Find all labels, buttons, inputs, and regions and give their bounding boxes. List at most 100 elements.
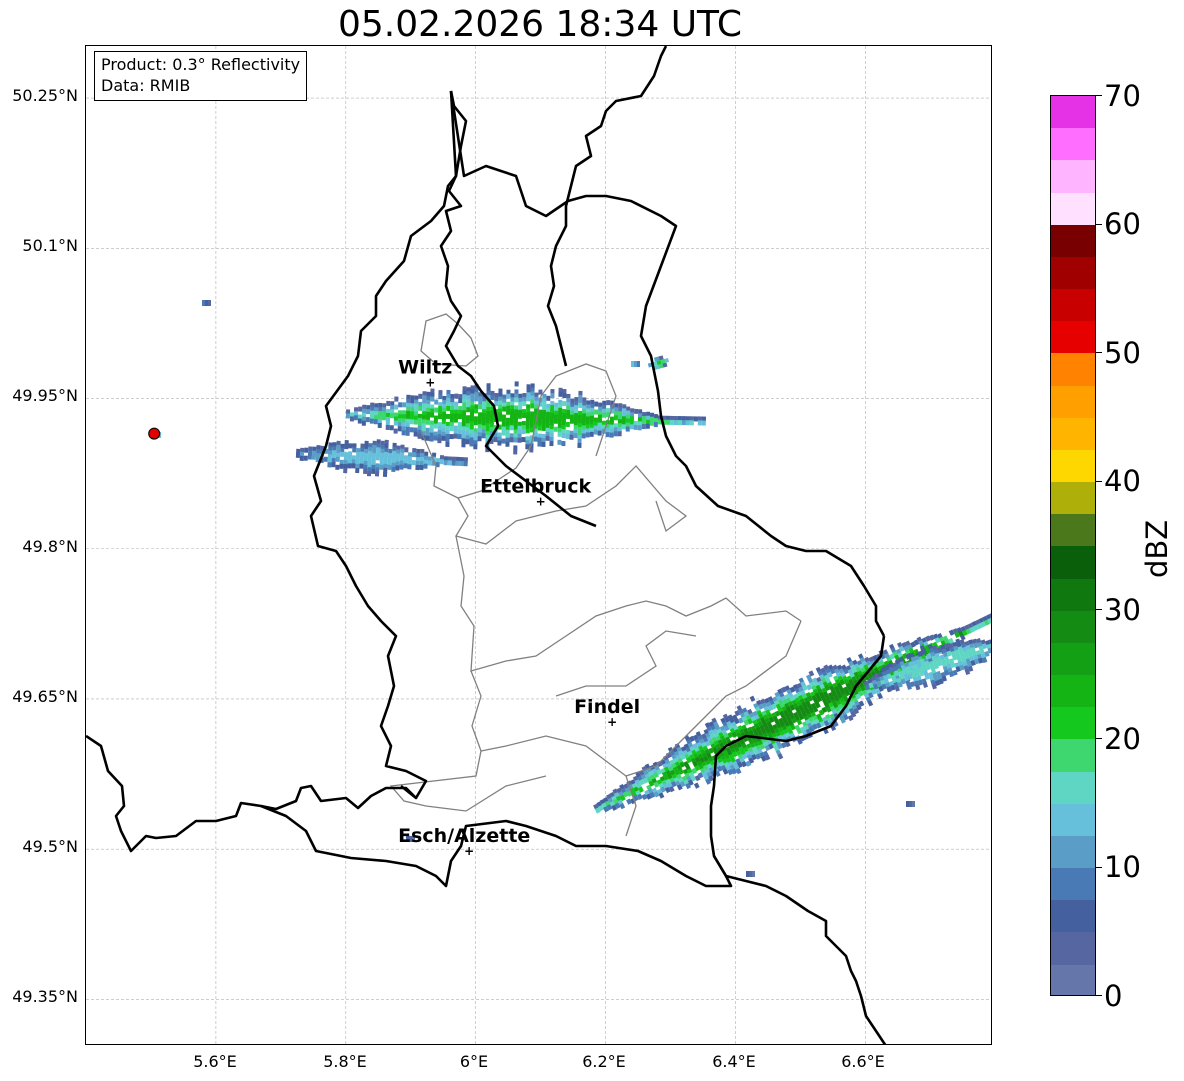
echo-cell <box>494 393 499 399</box>
echo-cell <box>299 455 304 461</box>
echo-cell <box>669 415 674 421</box>
echo-cell <box>934 637 941 644</box>
echo-cell <box>376 447 381 453</box>
echo-cell <box>328 442 333 448</box>
echo-cell <box>401 414 406 420</box>
echo-cell <box>909 801 912 804</box>
echo-cell <box>415 460 420 467</box>
echo-cell <box>526 392 531 398</box>
colorbar-segment <box>1051 385 1095 418</box>
echo-cell <box>311 454 316 460</box>
echo-cell <box>355 463 360 470</box>
echo-cell <box>380 444 385 450</box>
echo-cell <box>346 409 351 415</box>
echo-cell <box>370 410 375 416</box>
echo-cell <box>426 411 431 417</box>
echo-cell <box>469 429 474 435</box>
echo-cell <box>489 426 494 432</box>
echo-cell <box>751 754 757 761</box>
echo-cell <box>549 421 554 427</box>
echo-cell <box>965 628 972 635</box>
echo-cell <box>622 408 627 414</box>
echo-cell <box>473 436 478 442</box>
echo-cell <box>541 441 546 447</box>
echo-cell <box>541 421 546 427</box>
echo-cell <box>366 405 371 411</box>
echo-cell <box>498 408 503 414</box>
echo-cell <box>853 707 860 715</box>
echo-cell <box>446 389 451 395</box>
echo-cell <box>469 437 474 443</box>
echo-cell <box>433 415 438 421</box>
echo-cell <box>505 425 510 431</box>
lat-tick-49-65: 49.65°N <box>12 687 78 706</box>
echo-cell <box>714 770 721 778</box>
echo-cell <box>518 401 523 407</box>
echo-cell <box>541 417 546 423</box>
echo-cell <box>396 449 401 455</box>
echo-cell <box>419 464 424 471</box>
echo-cell <box>457 426 462 432</box>
echo-cell <box>590 399 595 405</box>
echo-cell <box>757 703 764 710</box>
echo-cell <box>509 417 514 423</box>
echo-cell <box>844 689 851 697</box>
echo-cell <box>881 683 887 690</box>
echo-cell <box>372 448 377 454</box>
echo-cell <box>905 653 911 660</box>
echo-cell <box>477 416 482 422</box>
colorbar-label: dBZ <box>1140 519 1174 578</box>
echo-cell <box>521 424 526 431</box>
echo-cell <box>689 420 694 426</box>
echo-cell <box>402 402 407 408</box>
echo-cell <box>378 406 383 412</box>
echo-cell <box>406 394 411 400</box>
echo-cell <box>574 400 579 407</box>
echo-cell <box>312 446 317 452</box>
echo-cell <box>485 419 490 425</box>
echo-cell <box>913 639 920 646</box>
echo-cell <box>565 433 570 439</box>
echo-cell <box>530 383 535 389</box>
cb-tick-10: 10 <box>1104 850 1141 884</box>
echo-cell <box>908 661 914 668</box>
echo-cell <box>486 383 491 389</box>
echo-cell <box>562 401 567 407</box>
echo-cell <box>343 452 349 458</box>
echo-cell <box>656 768 662 776</box>
echo-cell <box>393 412 398 418</box>
echo-cell <box>525 420 530 426</box>
echo-cell <box>970 660 976 666</box>
echo-cell <box>430 412 435 418</box>
echo-cell <box>585 416 590 422</box>
echo-cell <box>557 423 562 429</box>
echo-cell <box>561 425 566 431</box>
echo-cell <box>948 637 955 645</box>
colorbar-segment <box>1051 578 1095 611</box>
cb-tick-70: 70 <box>1104 79 1141 113</box>
echo-cell <box>656 760 663 768</box>
echo-cell <box>371 456 376 462</box>
echo-cell <box>463 461 468 467</box>
echo-cell <box>458 410 463 416</box>
echo-cell <box>573 425 578 431</box>
echo-cell <box>906 683 912 690</box>
cb-tickmark-40 <box>1096 481 1102 482</box>
echo-cell <box>597 418 602 424</box>
echo-cell <box>777 753 784 760</box>
echo-cell <box>386 408 391 414</box>
echo-cell <box>371 468 376 474</box>
echo-cell <box>469 425 474 431</box>
echo-cell <box>450 410 455 416</box>
echo-cell <box>525 436 530 442</box>
lon-tick-6-4: 6.4°E <box>712 1052 756 1071</box>
echo-cell <box>446 397 451 403</box>
echo-cell <box>731 768 738 775</box>
canton-borders <box>389 313 802 837</box>
echo-cell <box>502 394 507 400</box>
echo-cell <box>598 402 603 408</box>
echo-cell <box>414 407 419 413</box>
echo-cell <box>437 438 442 444</box>
echo-cell <box>609 416 614 422</box>
echo-cell <box>609 424 614 430</box>
